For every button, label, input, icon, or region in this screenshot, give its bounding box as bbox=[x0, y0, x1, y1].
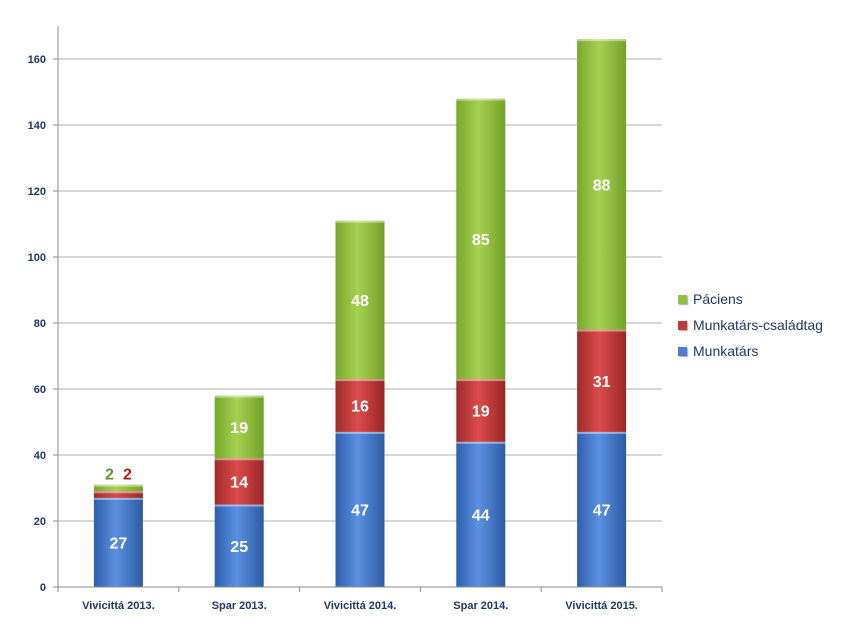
data-label: 88 bbox=[593, 177, 611, 194]
y-tick-label: 20 bbox=[34, 516, 46, 528]
data-label: 31 bbox=[593, 374, 611, 391]
data-label: 14 bbox=[230, 474, 248, 491]
bar-segment bbox=[335, 379, 385, 432]
bar-segment-highlight bbox=[456, 441, 506, 444]
bars: 27 22 25 14 19 47 16 48 44 19 85 47 31 88 bbox=[93, 39, 627, 587]
data-label: 44 bbox=[472, 507, 490, 524]
bar-segment bbox=[456, 441, 506, 587]
y-tick-label: 100 bbox=[28, 252, 46, 264]
bar-segment-highlight bbox=[456, 379, 506, 382]
data-label: 2 bbox=[105, 467, 114, 484]
bar-segment bbox=[335, 220, 385, 380]
x-tick-label: Spar 2013. bbox=[212, 600, 267, 612]
y-tick-label: 80 bbox=[34, 318, 46, 330]
bar-segment bbox=[93, 497, 143, 587]
x-tick-label: Spar 2014. bbox=[453, 600, 508, 612]
data-label: 48 bbox=[351, 293, 369, 310]
data-label: 25 bbox=[230, 539, 248, 556]
bar-segment-highlight bbox=[214, 395, 264, 398]
legend-label-paciens: Páciens bbox=[693, 291, 743, 307]
y-tick-label: 40 bbox=[34, 450, 46, 462]
data-label: 47 bbox=[351, 502, 369, 519]
data-label: 2 bbox=[123, 467, 132, 484]
bar-segment bbox=[577, 431, 627, 587]
legend-item-munkatars: Munkatárs bbox=[678, 338, 823, 364]
legend-swatch-paciens bbox=[678, 294, 687, 304]
y-tick-label: 140 bbox=[28, 120, 46, 132]
data-label: 47 bbox=[593, 502, 611, 519]
legend-swatch-munkatars-csaladtag bbox=[678, 320, 687, 330]
bar-segment-highlight bbox=[577, 431, 627, 434]
x-axis: Vivicittá 2013. Spar 2013. Vivicittá 2014.… bbox=[57, 586, 663, 612]
bar-segment-highlight bbox=[93, 497, 143, 500]
legend-swatch-munkatars bbox=[678, 346, 687, 356]
x-tick-label: Vivicittá 2013. bbox=[82, 600, 155, 612]
bar-segment bbox=[456, 379, 506, 442]
data-label: 85 bbox=[472, 232, 490, 249]
bar-segment bbox=[335, 431, 385, 587]
bar-segment bbox=[456, 98, 506, 380]
bar-segment-highlight bbox=[577, 329, 627, 332]
bar-segment-highlight bbox=[214, 504, 264, 507]
data-label: 19 bbox=[230, 420, 248, 437]
bar-segment-highlight bbox=[335, 431, 385, 434]
bar-segment-highlight bbox=[214, 458, 264, 461]
bar-segment bbox=[93, 491, 143, 498]
bar-segment bbox=[577, 329, 627, 432]
y-tick-label: 60 bbox=[34, 384, 46, 396]
bar-segment-highlight bbox=[335, 220, 385, 223]
bar-segment-highlight bbox=[577, 39, 627, 42]
bar-segment-highlight bbox=[456, 98, 506, 101]
bar-segment-highlight bbox=[335, 379, 385, 382]
bar-segment bbox=[577, 39, 627, 330]
bar-segment bbox=[214, 395, 264, 459]
data-label: 16 bbox=[351, 399, 369, 416]
legend-label-munkatars: Munkatárs bbox=[693, 343, 759, 359]
bar-segment-highlight bbox=[93, 484, 143, 487]
y-tick-label: 160 bbox=[28, 54, 46, 66]
data-label: 19 bbox=[472, 403, 490, 420]
y-tick-label: 0 bbox=[40, 582, 46, 594]
bar-segment bbox=[214, 458, 264, 505]
data-label: 27 bbox=[110, 535, 128, 552]
bar-segment-highlight bbox=[93, 491, 143, 494]
bar-segment bbox=[214, 504, 264, 587]
legend-item-paciens: Páciens bbox=[678, 286, 823, 312]
bar-segment bbox=[93, 484, 143, 492]
legend-item-munkatars-csaladtag: Munkatárs-családtag bbox=[678, 312, 823, 338]
y-tick-label: 120 bbox=[28, 186, 46, 198]
y-axis: 0 20 40 60 80 100 120 140 160 bbox=[28, 26, 59, 594]
x-tick-label: Vivicittá 2014. bbox=[324, 600, 397, 612]
legend: Páciens Munkatárs-családtag Munkatárs bbox=[678, 286, 823, 364]
legend-label-munkatars-csaladtag: Munkatárs-családtag bbox=[693, 317, 823, 333]
x-tick-label: Vivicittá 2015. bbox=[565, 600, 638, 612]
